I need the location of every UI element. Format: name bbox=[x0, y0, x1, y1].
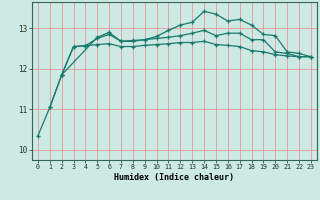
X-axis label: Humidex (Indice chaleur): Humidex (Indice chaleur) bbox=[115, 173, 234, 182]
